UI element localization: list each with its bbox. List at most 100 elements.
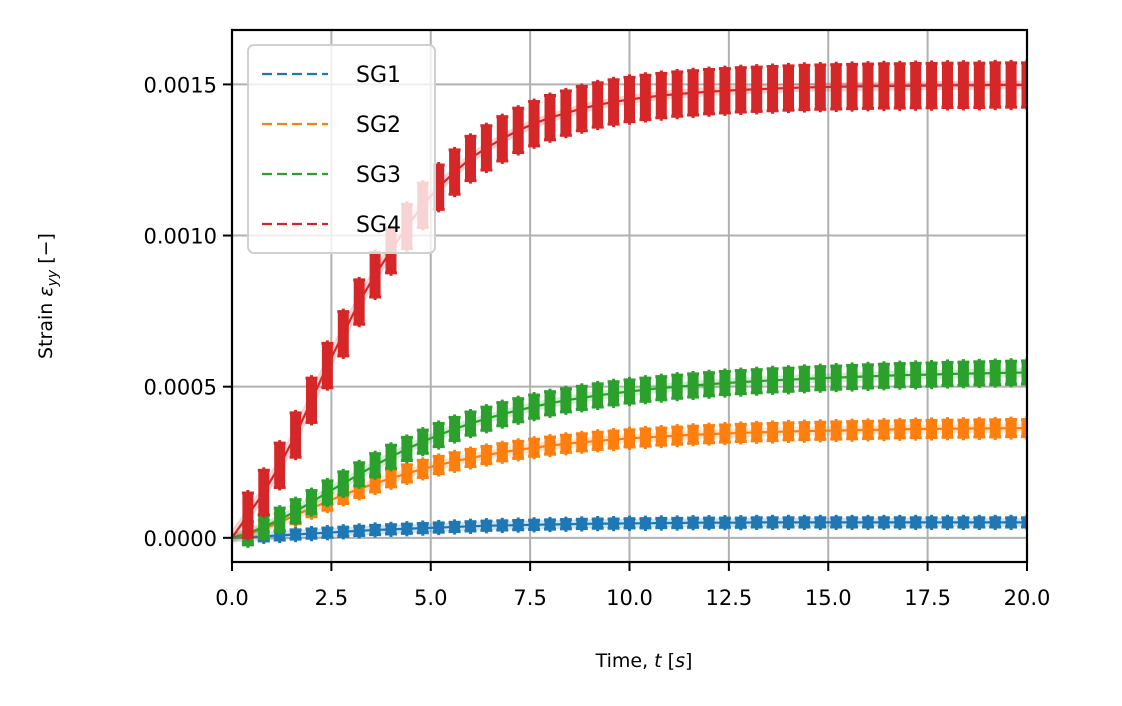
error-box [957,64,969,107]
data-point [766,420,779,444]
error-box [480,447,492,463]
x-tick-label: 0.0 [215,586,248,610]
error-box [798,518,810,527]
data-point [369,249,382,300]
error-box [671,72,683,116]
data-point [830,61,843,112]
error-box [417,431,429,453]
data-point [655,425,668,449]
y-tick-label: 0.0010 [144,225,217,249]
data-point [400,521,413,537]
error-box [655,519,667,527]
data-point [989,416,1002,440]
error-box [846,518,858,527]
error-box [528,440,540,456]
error-box [433,424,445,446]
y-axis-label-unit: [−] [35,233,57,270]
error-box [814,65,826,109]
data-point [671,424,684,448]
data-point [703,422,715,446]
error-box [830,518,842,527]
data-point [973,416,986,440]
error-box [306,491,317,513]
data-point [846,418,859,442]
data-point [925,417,938,441]
data-point [607,428,620,452]
data-point [957,359,970,389]
error-box [719,372,731,394]
error-box [576,387,588,409]
data-point [814,61,827,113]
error-box [353,527,365,535]
error-box [703,519,715,527]
data-point [766,514,779,531]
error-box [830,367,842,389]
data-point [496,517,509,534]
error-box [496,403,508,425]
data-point [464,408,477,439]
data-point [1021,357,1027,388]
data-point [400,461,413,485]
x-axis-label-variable: t [654,650,663,672]
error-box [608,432,620,448]
error-box [465,412,476,435]
error-box [608,80,620,124]
error-box [417,461,429,477]
legend-label-sg4: SG4 [356,213,401,238]
data-point [798,364,811,394]
error-box [465,137,476,180]
data-point [337,468,350,498]
data-point [385,442,397,472]
error-box [353,280,365,324]
data-point [941,514,954,531]
error-box [480,522,492,530]
error-box [576,87,588,130]
error-box [560,389,572,411]
data-point [703,515,715,531]
data-point [925,60,938,111]
data-point [591,429,604,453]
error-box [353,463,365,485]
error-box [735,519,747,527]
error-box [433,457,445,473]
data-point [464,446,477,470]
error-box [290,413,302,457]
error-box [783,518,794,527]
error-box [957,363,969,385]
error-box [910,421,922,437]
error-box [385,446,397,468]
data-point [734,64,747,116]
data-point [687,515,700,531]
error-box [480,126,492,170]
error-box [592,83,604,127]
error-box [608,519,620,528]
y-axis-label: Strain εyy [−] [35,233,61,359]
data-point [385,521,397,537]
error-box [942,363,953,385]
data-point [846,514,859,531]
legend: SG1 SG2 SG3 SG4 [247,44,436,254]
data-point [544,516,556,533]
error-box [544,520,556,529]
error-box [480,408,492,430]
error-box [894,64,906,108]
series-layer [232,59,1027,548]
data-point [337,524,350,540]
data-point [814,419,827,443]
error-box [417,524,429,532]
error-box [369,526,381,534]
data-point [750,514,763,531]
error-box [544,438,556,454]
legend-box [247,44,436,254]
data-point [1005,59,1018,111]
error-box [624,430,635,446]
error-box [401,465,413,481]
data-point [448,146,461,198]
data-point [909,60,922,111]
error-box [1005,63,1017,107]
data-point [941,60,954,111]
error-box [385,470,397,486]
error-box [767,424,779,440]
data-point [687,370,700,401]
error-box [290,530,302,539]
